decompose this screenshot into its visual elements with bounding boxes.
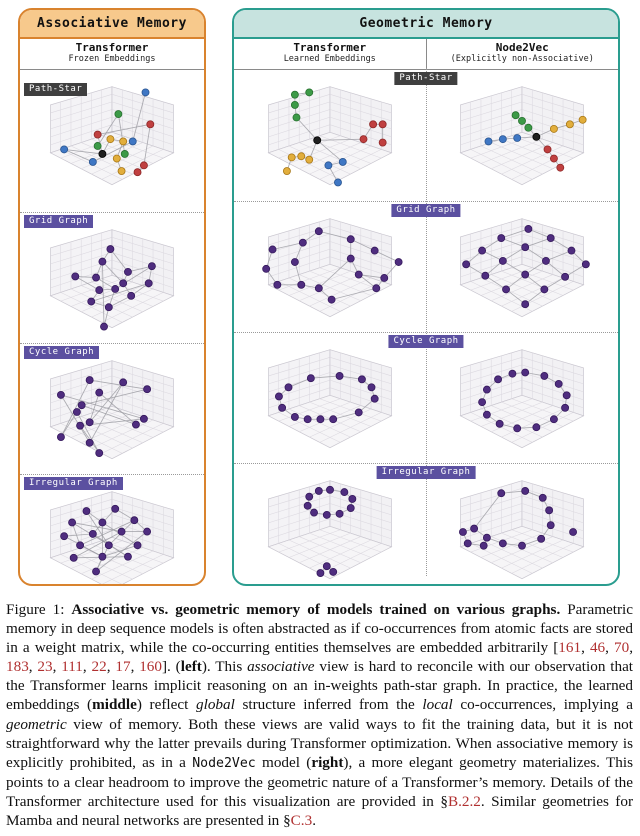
row-badge-irregular-graph: Irregular Graph: [376, 466, 476, 479]
column-subtitle: Learned Embeddings: [283, 54, 376, 64]
citation-link[interactable]: 111: [61, 658, 83, 676]
column-name: Transformer: [293, 41, 367, 54]
row-badge-irregular-graph: Irregular Graph: [24, 477, 123, 490]
row-badge-cycle-graph: Cycle Graph: [388, 335, 464, 348]
plot-associative-path-star: [49, 86, 175, 186]
plot-node2vec-grid-graph: [459, 218, 590, 318]
row-badge-grid-graph: Grid Graph: [24, 215, 94, 228]
figure-area: Associative Memory Transformer Frozen Em…: [18, 8, 620, 586]
associative-panel-title: Associative Memory: [20, 10, 204, 39]
column-subtitle: Frozen Embeddings: [68, 54, 156, 64]
plot-associative-irregular-graph: [49, 491, 175, 584]
associative-rows: Path-Star Grid Graph Cycle Graph Irregul…: [20, 81, 204, 584]
row-cycle-graph-left: Cycle Graph: [20, 343, 204, 474]
row-irregular-graph-right: Irregular Graph: [234, 463, 618, 584]
geometric-subheader: Transformer Learned Embeddings Node2Vec …: [234, 39, 618, 70]
citation-link[interactable]: C.3: [290, 812, 313, 830]
figure-caption: Figure 1: Associative vs. geometric memo…: [6, 601, 634, 830]
citation-link[interactable]: 161: [558, 639, 582, 657]
plot-node2vec-path-star: [459, 86, 587, 186]
row-badge-cycle-graph: Cycle Graph: [24, 346, 100, 359]
citation-link[interactable]: B.2.2: [447, 792, 481, 810]
plot-learned-cycle-graph: [267, 349, 393, 449]
column-header-transformer-learned: Transformer Learned Embeddings: [234, 39, 426, 69]
plot-associative-cycle-graph: [49, 360, 175, 460]
plot-learned-irregular-graph: [267, 480, 393, 580]
column-header-node2vec: Node2Vec (Explicitly non-Associative): [425, 39, 619, 69]
row-badge-path-star: Path-Star: [24, 83, 88, 96]
citation-link[interactable]: 17: [115, 658, 131, 676]
row-cycle-graph-right: Cycle Graph: [234, 332, 618, 463]
plot-node2vec-cycle-graph: [459, 349, 585, 449]
citation-link[interactable]: 46: [589, 639, 606, 657]
row-irregular-graph-left: Irregular Graph: [20, 474, 204, 584]
geometric-panel-title: Geometric Memory: [234, 10, 618, 39]
plot-associative-grid-graph: [49, 229, 175, 331]
row-grid-graph-left: Grid Graph: [20, 212, 204, 343]
citation-link[interactable]: 183: [6, 658, 29, 676]
associative-memory-panel: Associative Memory Transformer Frozen Em…: [18, 8, 206, 586]
associative-subheader: Transformer Frozen Embeddings: [20, 39, 204, 70]
citation-link[interactable]: 70: [614, 639, 630, 657]
row-path-star-right: Path-Star: [234, 70, 618, 201]
column-dotted-divider: [426, 68, 427, 576]
citation-link[interactable]: 23: [37, 658, 53, 676]
citation-link[interactable]: 22: [91, 658, 107, 676]
row-badge-path-star: Path-Star: [394, 72, 458, 85]
row-path-star-left: Path-Star: [20, 81, 204, 212]
column-header-transformer-frozen: Transformer Frozen Embeddings: [20, 39, 204, 69]
citation-link[interactable]: 160: [139, 658, 162, 676]
column-subtitle: (Explicitly non-Associative): [450, 54, 594, 64]
row-badge-grid-graph: Grid Graph: [391, 204, 461, 217]
column-name: Node2Vec: [495, 41, 549, 54]
plot-node2vec-irregular-graph: [459, 480, 585, 580]
column-name: Transformer: [75, 41, 149, 54]
plot-learned-grid-graph: [262, 218, 403, 318]
geometric-memory-panel: Geometric Memory Transformer Learned Emb…: [232, 8, 620, 586]
plot-learned-path-star: [267, 86, 393, 187]
